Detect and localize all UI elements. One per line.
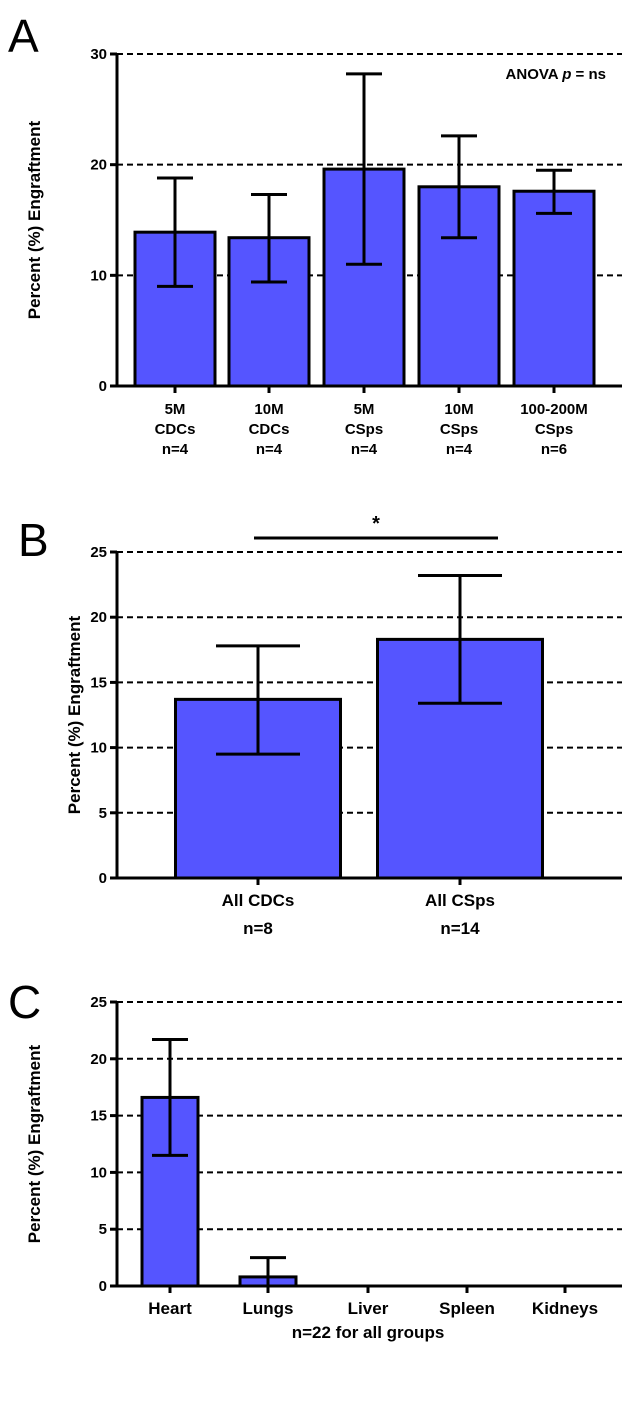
category-label: n=6 — [541, 441, 567, 458]
category-label: All CDCs — [222, 891, 295, 910]
annotation-prefix: ANOVA — [506, 66, 563, 83]
y-axis-label: Percent (%) Engraftment — [65, 615, 84, 814]
panel-b: B 0 5 10 15 20 25 All CDCs n=8 All CSps n=14 Percen… — [18, 513, 622, 938]
panel-c: C 0 5 10 15 20 25 Heart Lungs Liver Spleen Kidneys P… — [8, 976, 622, 1342]
category-label: 5M — [354, 401, 375, 418]
y-tick-label: 20 — [90, 157, 107, 174]
y-tick-label: 0 — [99, 378, 107, 395]
panel-letter: B — [18, 514, 49, 566]
category-label: CSps — [440, 421, 478, 438]
category-label: n=4 — [256, 441, 283, 458]
y-tick-label: 30 — [90, 46, 107, 63]
category-label: All CSps — [425, 891, 495, 910]
y-tick-label: 25 — [90, 544, 107, 561]
category-label: CSps — [535, 421, 573, 438]
y-tick-label: 5 — [99, 1221, 107, 1238]
y-tick-label: 20 — [90, 609, 107, 626]
category-label: 10M — [444, 401, 473, 418]
y-tick-label: 10 — [90, 740, 107, 757]
category-label: CDCs — [155, 421, 196, 438]
category-label: Lungs — [243, 1299, 294, 1318]
category-label: n=4 — [351, 441, 378, 458]
y-axis-label: Percent (%) Engraftment — [25, 120, 44, 319]
panel-a: A 0 10 20 30 5M CDCs n=4 10M CDCs n=4 5M CSps n=4 10M C… — [8, 10, 622, 458]
y-tick-label: 10 — [90, 1164, 107, 1181]
category-label: 5M — [165, 401, 186, 418]
y-tick-label: 0 — [99, 1278, 107, 1295]
x-axis-label: n=22 for all groups — [292, 1323, 445, 1342]
category-label: Kidneys — [532, 1299, 598, 1318]
significance-marker: * — [372, 513, 380, 535]
y-axis-label: Percent (%) Engraftment — [25, 1044, 44, 1243]
anova-annotation: ANOVA p = ns — [506, 66, 606, 83]
bar — [512, 189, 596, 388]
y-tick-label: 5 — [99, 805, 107, 822]
category-label: n=4 — [446, 441, 473, 458]
category-label: 100-200M — [520, 401, 588, 418]
annotation-suffix: = ns — [571, 66, 606, 83]
category-label: CDCs — [249, 421, 290, 438]
y-tick-label: 10 — [90, 267, 107, 284]
category-label: Heart — [148, 1299, 192, 1318]
panel-letter: C — [8, 976, 41, 1028]
category-label: 10M — [254, 401, 283, 418]
category-label: n=8 — [243, 919, 273, 938]
category-label: Spleen — [439, 1299, 495, 1318]
annotation-p: p — [561, 66, 571, 83]
category-label: n=14 — [440, 919, 480, 938]
y-tick-label: 15 — [90, 1108, 107, 1125]
category-label: CSps — [345, 421, 383, 438]
category-label: Liver — [348, 1299, 389, 1318]
category-label: n=4 — [162, 441, 189, 458]
panel-letter: A — [8, 10, 39, 62]
y-tick-label: 15 — [90, 674, 107, 691]
y-tick-label: 20 — [90, 1051, 107, 1068]
y-tick-label: 0 — [99, 870, 107, 887]
y-tick-label: 25 — [90, 994, 107, 1011]
